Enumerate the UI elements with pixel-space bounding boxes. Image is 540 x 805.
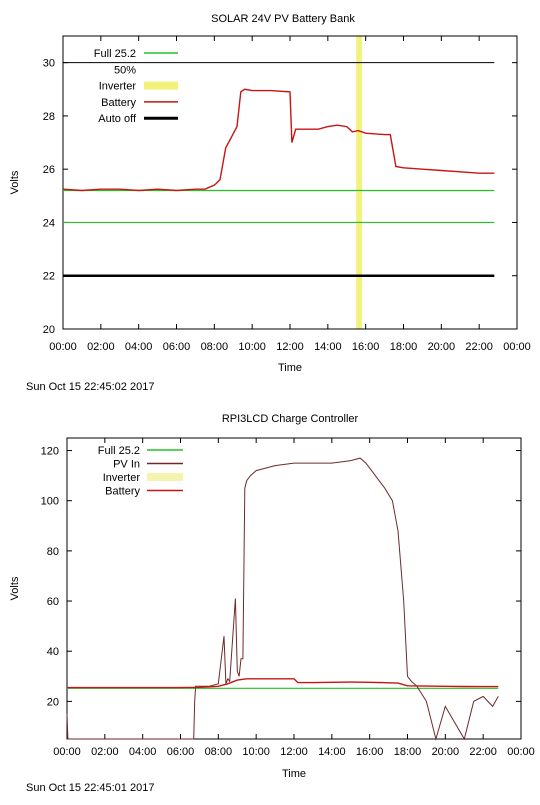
legend-label-50: 50% <box>114 64 136 76</box>
x-tick-label: 04:00 <box>129 746 157 758</box>
x-tick-label: 12:00 <box>280 746 308 758</box>
x-tick-label: 00:00 <box>49 341 77 353</box>
x-tick-label: 22:00 <box>469 746 497 758</box>
x-tick-label: 06:00 <box>163 341 191 353</box>
y-tick-label: 60 <box>47 596 59 608</box>
chart-title: RPI3LCD Charge Controller <box>222 413 359 425</box>
y-tick-label: 120 <box>41 446 59 458</box>
x-tick-label: 00:00 <box>53 746 81 758</box>
y-tick-label: 100 <box>41 496 59 508</box>
x-tick-label: 16:00 <box>356 746 384 758</box>
y-tick-label: 80 <box>47 546 59 558</box>
y-axis-label: Volts <box>9 576 21 600</box>
x-tick-label: 22:00 <box>465 341 493 353</box>
inverter-band <box>356 36 362 329</box>
x-axis-label: Time <box>278 362 302 374</box>
legend-label-inverter: Inverter <box>99 81 137 93</box>
y-tick-label: 24 <box>43 217 55 229</box>
x-tick-label: 18:00 <box>394 746 422 758</box>
legend-label-battery: Battery <box>105 486 140 498</box>
x-tick-label: 00:00 <box>507 746 535 758</box>
y-tick-label: 26 <box>43 164 55 176</box>
series-battery-line <box>67 678 499 689</box>
chart-title: SOLAR 24V PV Battery Bank <box>211 13 355 25</box>
y-tick-label: 30 <box>43 58 55 70</box>
y-tick-label: 20 <box>47 696 59 708</box>
battery-bank-chart: SOLAR 24V PV Battery Bank 20 22 24 26 28 30 00… <box>9 13 531 374</box>
x-tick-label: 02:00 <box>91 746 119 758</box>
legend-label-pv-in: PV In <box>113 459 140 471</box>
x-tick-label: 08:00 <box>201 341 229 353</box>
legend-label-inverter: Inverter <box>103 472 141 484</box>
x-axis-label: Time <box>282 768 306 780</box>
legend-label-full-25-2: Full 25.2 <box>94 48 136 60</box>
x-tick-label: 02:00 <box>87 341 115 353</box>
y-tick-label: 22 <box>43 271 55 283</box>
x-tick-label: 14:00 <box>314 341 342 353</box>
x-tick-label: 20:00 <box>432 746 460 758</box>
x-tick-label: 08:00 <box>205 746 233 758</box>
x-tick-label: 18:00 <box>390 341 418 353</box>
x-tick-label: 04:00 <box>125 341 153 353</box>
charge-controller-chart: RPI3LCD Charge Controller 20 40 60 80 100 120… <box>9 413 535 780</box>
series-battery-line <box>62 88 495 192</box>
x-tick-label: 14:00 <box>318 746 346 758</box>
legend-label-auto-off: Auto off <box>98 113 137 125</box>
x-tick-label: 20:00 <box>428 341 456 353</box>
chart-timestamp: Sun Oct 15 22:45:01 2017 <box>26 782 155 794</box>
x-tick-label: 16:00 <box>352 341 380 353</box>
y-axis-label: Volts <box>9 170 21 194</box>
chart-timestamp: Sun Oct 15 22:45:02 2017 <box>26 381 155 393</box>
x-tick-label: 06:00 <box>167 746 195 758</box>
x-tick-label: 00:00 <box>503 341 531 353</box>
y-tick-label: 20 <box>43 324 55 336</box>
x-tick-label: 10:00 <box>242 746 270 758</box>
series-pv-in-line <box>66 457 499 741</box>
legend-label-full-25-2: Full 25.2 <box>98 445 140 457</box>
x-tick-label: 10:00 <box>238 341 266 353</box>
legend: Full 25.2 50% Inverter Battery Auto off <box>94 48 178 125</box>
legend-label-battery: Battery <box>101 97 136 109</box>
y-tick-label: 40 <box>47 646 59 658</box>
y-tick-label: 28 <box>43 111 55 123</box>
x-tick-label: 12:00 <box>276 341 304 353</box>
